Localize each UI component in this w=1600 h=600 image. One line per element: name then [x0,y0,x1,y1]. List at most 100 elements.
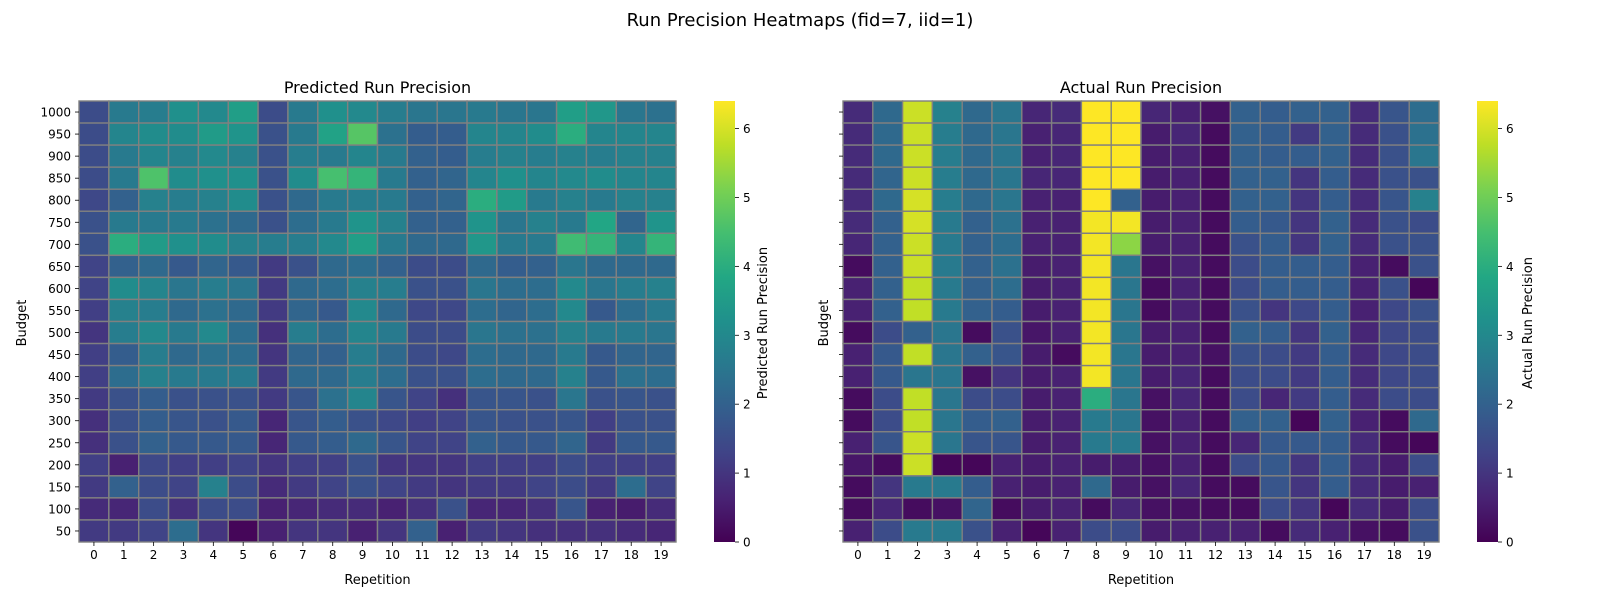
heatmap-cell [1408,276,1440,301]
heatmap-cell [1170,232,1202,257]
heatmap-cell [991,453,1023,477]
heatmap-cell [1050,210,1083,234]
heatmap-cell [872,210,904,234]
heatmap-cell [1170,409,1202,433]
heatmap-cell [317,210,349,234]
heatmap-cell [1259,188,1291,212]
heatmap-cell [466,431,498,455]
heatmap-cell [615,364,647,389]
heatmap-cell [555,254,588,279]
heatmap-cell [585,254,618,279]
heatmap-cell [466,409,498,433]
heatmap-cell [1378,100,1410,124]
heatmap-cell [526,166,558,190]
heatmap-cell [615,144,647,168]
heatmap-cell [1259,453,1291,477]
heatmap-cell [1259,232,1291,257]
heatmap-cell [1348,409,1381,433]
heatmap-cell [436,364,468,389]
heatmap-cell [1021,298,1053,323]
heatmap-cell [1259,519,1291,543]
heatmap-cell [1080,431,1112,455]
heatmap-cell [466,232,498,257]
heatmap-cell [1378,298,1410,323]
heatmap-cell [257,254,289,279]
heatmap-cell [872,144,904,168]
heatmap-cell [1110,431,1142,455]
heatmap-cell [1199,122,1232,146]
heatmap-cell [137,364,170,389]
x-tick-label: 6 [269,548,277,562]
heatmap-cell [1229,386,1261,411]
heatmap-cell [1319,475,1351,499]
heatmap-cell [585,453,618,477]
heatmap-cell [287,364,319,389]
heatmap-cell [227,188,259,212]
x-tick-label: 18 [624,548,639,562]
heatmap-cell [257,386,289,411]
heatmap-cell [78,519,110,543]
heatmap-cell [167,276,200,301]
heatmap-cell [1348,320,1381,345]
heatmap-cell [961,320,993,345]
heatmap-cell [842,342,874,367]
heatmap-cell [257,475,289,499]
heatmap-cell [991,475,1023,499]
heatmap-cell [931,386,963,411]
heatmap-cell [842,166,874,190]
heatmap-cell [842,232,874,257]
heatmap-cell [1289,254,1321,279]
heatmap-cell [1229,254,1261,279]
heatmap-cell [991,144,1023,168]
heatmap-cell [872,298,904,323]
heatmap-cell [931,122,963,146]
heatmap-cell [1378,122,1410,146]
heatmap-cell [555,276,588,301]
heatmap-cell [1259,298,1291,323]
heatmap-cell [961,409,993,433]
heatmap-cell [466,364,498,389]
heatmap-cell [961,497,993,521]
heatmap-cell [1050,122,1083,146]
heatmap-cell [1319,298,1351,323]
x-tick-label: 16 [564,548,579,562]
heatmap-cell [961,254,993,279]
heatmap-cell [645,453,677,477]
heatmap-cell [1289,232,1321,257]
heatmap-cell [645,364,677,389]
heatmap-cell [1021,166,1053,190]
heatmap-cell [1110,453,1142,477]
heatmap-cell [1229,298,1261,323]
colorbar-tick-label: 4 [1506,260,1514,274]
heatmap-cell [1080,342,1112,367]
heatmap-cell [526,188,558,212]
heatmap-cell [961,166,993,190]
heatmap-cell [555,386,588,411]
heatmap-cell [406,254,438,279]
heatmap-cell [931,298,963,323]
heatmap-cell [931,232,963,257]
heatmap-cell [1199,453,1232,477]
heatmap-cell [317,144,349,168]
heatmap-cell [1199,342,1232,367]
heatmap-cell [615,320,647,345]
heatmap-cell [197,386,229,411]
heatmap-cell [406,144,438,168]
heatmap-cell [1348,298,1381,323]
y-tick-label: 950 [48,128,71,142]
heatmap-cell [78,166,110,190]
heatmap-cell [1289,386,1321,411]
heatmap-cell [1259,409,1291,433]
heatmap-cell [585,475,618,499]
colorbar-gradient [714,101,735,542]
heatmap-cell [615,210,647,234]
heatmap-cell [1348,254,1381,279]
predicted-y-axis-label: Budget [15,300,30,347]
heatmap-cell [167,144,200,168]
heatmap-cell [1021,188,1053,212]
heatmap-cell [317,519,349,543]
heatmap-cell [1378,210,1410,234]
heatmap-cell [901,122,934,146]
heatmap-cell [585,431,618,455]
heatmap-cell [1050,475,1083,499]
